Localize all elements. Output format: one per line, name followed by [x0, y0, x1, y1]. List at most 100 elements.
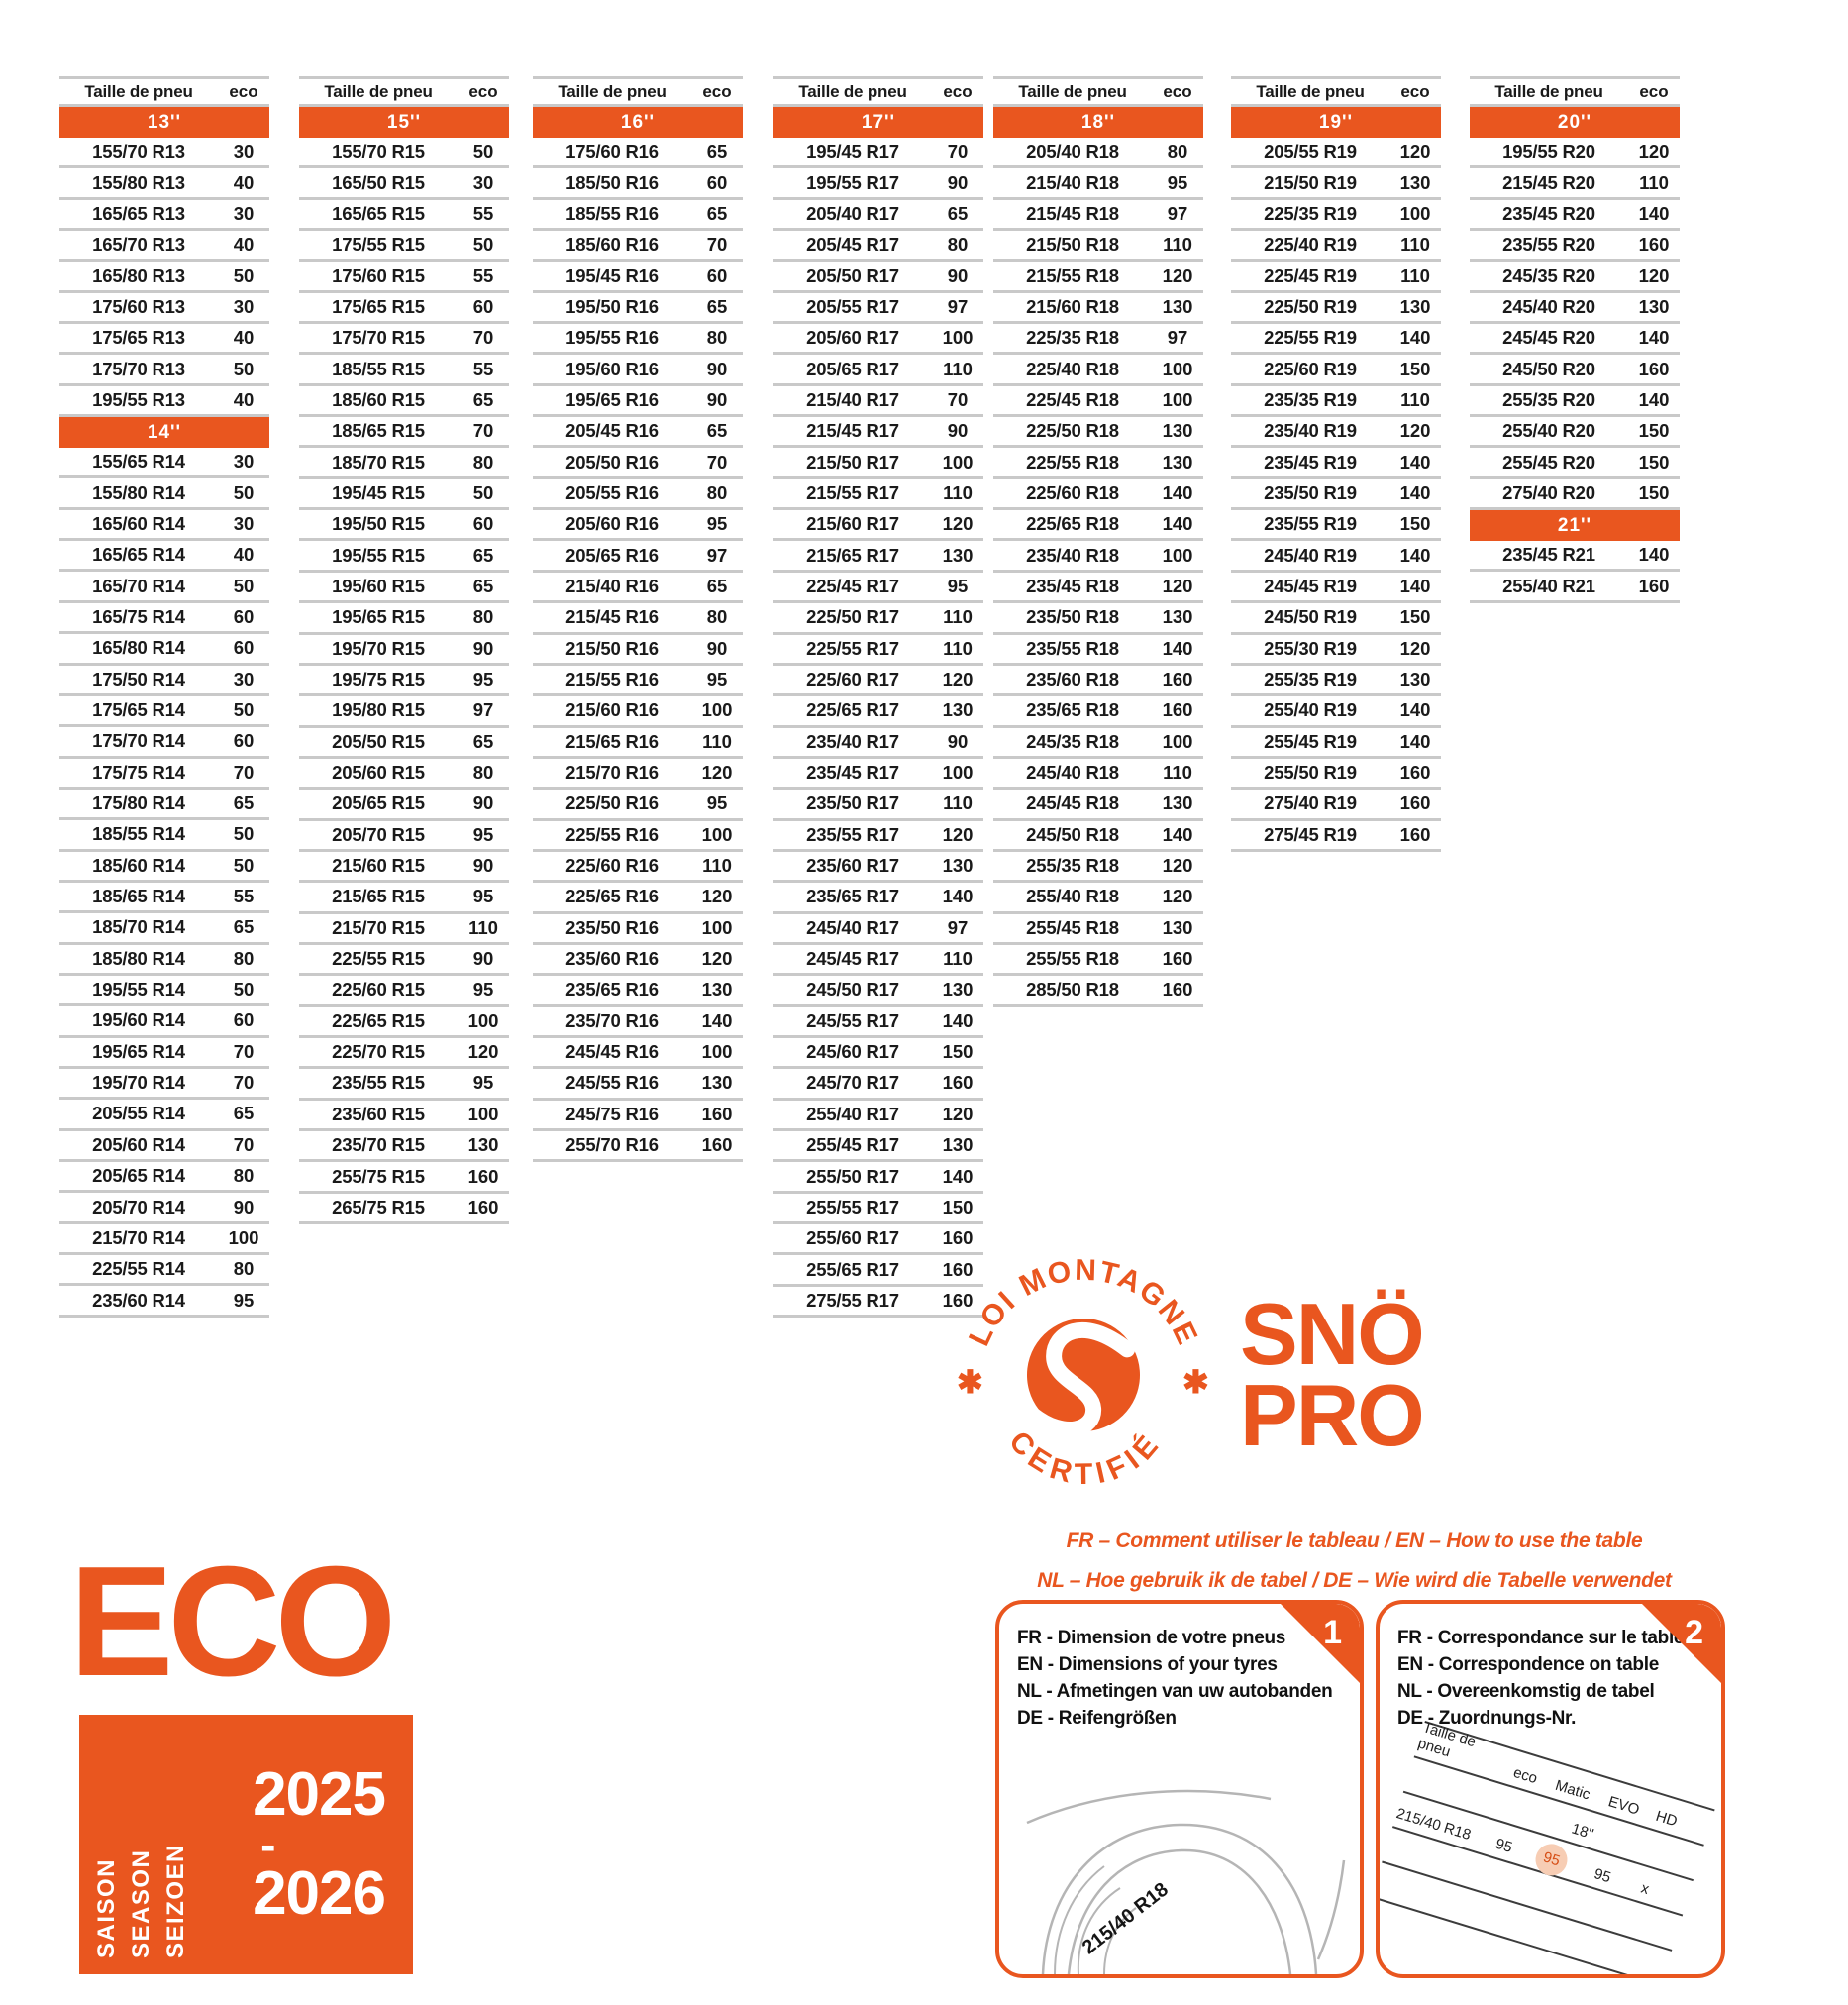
- tyre-size: 235/45 R21: [1502, 544, 1595, 566]
- column-header-eco: eco: [1163, 81, 1192, 101]
- table-row: 245/45 R17 110: [773, 945, 983, 977]
- table-row: 235/60 R16 120: [533, 945, 743, 977]
- eco-value: 70: [472, 327, 494, 349]
- tyre-size: 255/30 R19: [1264, 637, 1357, 659]
- tyre-size: 245/70 R17: [806, 1072, 899, 1094]
- mini-header-eco: eco: [1511, 1763, 1540, 1788]
- table-row: 205/55 R14 65: [59, 1100, 269, 1131]
- eco-value: 40: [233, 388, 255, 410]
- tyre-size: 205/65 R17: [806, 358, 899, 379]
- column-header-size: Taille de pneu: [84, 81, 193, 101]
- table-row: 165/60 R14 30: [59, 510, 269, 542]
- eco-value: 60: [472, 295, 494, 317]
- tyre-size: 215/60 R18: [1026, 295, 1119, 317]
- table-row: 245/50 R17 130: [773, 976, 983, 1007]
- eco-value: 110: [1639, 171, 1669, 193]
- tyre-size: 215/45 R20: [1502, 171, 1595, 193]
- tyre-size: 185/50 R16: [565, 171, 659, 193]
- table-row: 245/55 R16 130: [533, 1069, 743, 1101]
- table-row: 225/60 R17 120: [773, 666, 983, 697]
- season-word-fr: SAISON: [93, 1857, 120, 1958]
- tyre-size: 165/70 R14: [92, 575, 185, 596]
- table-row: 205/40 R17 65: [773, 200, 983, 232]
- table-row: 195/45 R17 70: [773, 138, 983, 169]
- tyre-size: 185/60 R14: [92, 854, 185, 876]
- column-header-eco: eco: [229, 81, 258, 101]
- table-row: 215/60 R17 120: [773, 510, 983, 542]
- tyre-size: 205/60 R17: [806, 327, 899, 349]
- eco-value: 130: [1162, 792, 1193, 814]
- table-row: 225/45 R19 110: [1231, 262, 1441, 293]
- table-row: 225/65 R18 140: [993, 510, 1203, 542]
- eco-value: 70: [472, 420, 494, 442]
- table-row: 245/60 R17 150: [773, 1038, 983, 1070]
- eco-value: 100: [942, 327, 974, 349]
- tyre-size: 225/65 R15: [332, 1009, 425, 1031]
- table-row: 215/55 R18 120: [993, 262, 1203, 293]
- table-row: 195/55 R14 50: [59, 976, 269, 1007]
- tyre-size: 175/50 R14: [92, 668, 185, 689]
- tyre-size: 225/65 R16: [565, 886, 659, 907]
- eco-value: 80: [947, 234, 969, 256]
- tyre-size: 235/50 R16: [565, 916, 659, 938]
- tyre-size: 205/65 R16: [565, 544, 659, 566]
- table-row: 245/50 R20 160: [1470, 355, 1680, 386]
- eco-value: 160: [1638, 575, 1670, 596]
- stamp-right-star-icon: ✱: [1182, 1364, 1209, 1400]
- eco-value: 110: [1400, 234, 1430, 256]
- eco-value: 140: [1638, 388, 1670, 410]
- tyre-size: 235/65 R17: [806, 886, 899, 907]
- tyre-size: 245/50 R17: [806, 979, 899, 1001]
- eco-value: 160: [467, 1196, 499, 1217]
- instruction-line-de: DE - Zuordnungs-Nr.: [1397, 1707, 1577, 1729]
- table-row: 155/70 R13 30: [59, 138, 269, 169]
- eco-value: 65: [233, 1103, 255, 1124]
- table-row: 225/65 R17 130: [773, 696, 983, 728]
- season-years: 2025 - 2026: [253, 1731, 386, 1958]
- tyre-size: 235/55 R15: [332, 1072, 425, 1094]
- table-row: 165/65 R14 40: [59, 541, 269, 573]
- eco-value: 140: [1162, 637, 1193, 659]
- eco-value: 110: [702, 855, 732, 877]
- eco-value: 97: [472, 699, 494, 721]
- table-row: 235/60 R18 160: [993, 666, 1203, 697]
- table-row: 185/65 R15 70: [299, 417, 509, 449]
- table-row: 205/40 R18 80: [993, 138, 1203, 169]
- eco-value: 140: [1399, 481, 1431, 503]
- tyre-size: 195/55 R17: [806, 171, 899, 193]
- eco-value: 160: [1399, 762, 1431, 784]
- table-row: 205/60 R15 80: [299, 759, 509, 791]
- table-row: 155/65 R14 30: [59, 448, 269, 479]
- table-row: 195/45 R16 60: [533, 262, 743, 293]
- tyre-size: 255/40 R17: [806, 1103, 899, 1124]
- tyre-size: 245/40 R19: [1264, 544, 1357, 566]
- table-row: 255/30 R19 120: [1231, 635, 1441, 666]
- eco-value: 120: [1162, 264, 1193, 286]
- table-row: 175/70 R14 60: [59, 727, 269, 759]
- eco-value: 120: [1638, 264, 1670, 286]
- eco-value: 160: [1162, 948, 1193, 970]
- table-row: 185/55 R15 55: [299, 355, 509, 386]
- table-row: 195/70 R15 90: [299, 635, 509, 666]
- table-row: 225/35 R19 100: [1231, 200, 1441, 232]
- eco-value: 120: [701, 762, 733, 784]
- table-row: 275/45 R19 160: [1231, 821, 1441, 852]
- column-header: Taille de pneu eco: [1470, 76, 1680, 107]
- table-row: 235/60 R15 100: [299, 1101, 509, 1131]
- eco-value: 100: [467, 1103, 499, 1124]
- eco-value: 100: [467, 1009, 499, 1031]
- tyre-size: 195/80 R15: [332, 699, 425, 721]
- eco-value: 160: [942, 1072, 974, 1094]
- tyre-size: 225/40 R19: [1264, 234, 1357, 256]
- table-row: 235/70 R16 140: [533, 1007, 743, 1038]
- eco-value: 70: [233, 1072, 255, 1094]
- eco-value: 150: [1638, 420, 1670, 442]
- table-row: 205/55 R19 120: [1231, 138, 1441, 169]
- table-row: 185/70 R15 80: [299, 448, 509, 479]
- table-row: 155/80 R13 40: [59, 168, 269, 200]
- eco-value: 80: [706, 327, 728, 349]
- column-header: Taille de pneu eco: [533, 76, 743, 107]
- eco-value: 160: [1399, 823, 1431, 845]
- eco-value: 65: [947, 202, 969, 224]
